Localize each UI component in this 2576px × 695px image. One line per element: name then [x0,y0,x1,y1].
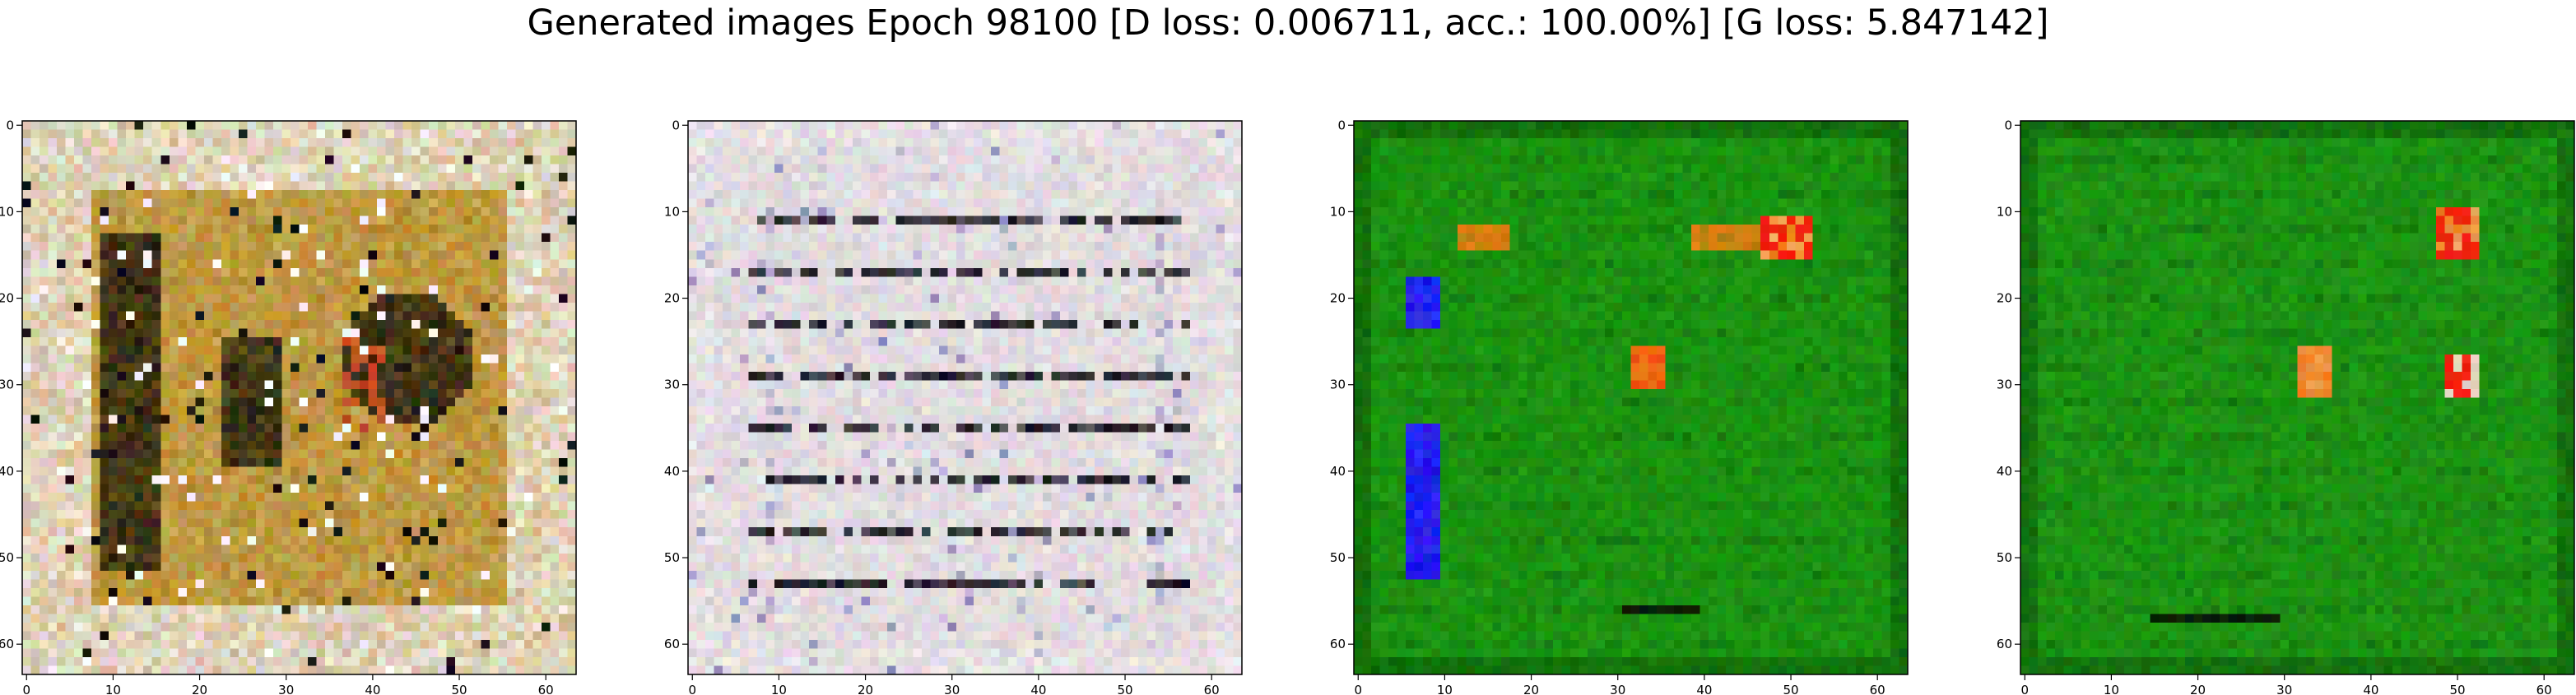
x-tick-label: 50 [1117,683,1132,695]
y-tick-label: 0 [672,118,680,132]
y-tick-label: 10 [0,204,14,219]
y-tick-label: 30 [0,378,14,392]
x-tick-label: 50 [2449,683,2465,695]
y-tick-label: 40 [0,464,14,479]
y-tick-label: 40 [664,464,680,479]
x-tick-label: 40 [365,683,380,695]
y-tick-label: 50 [1330,550,1346,565]
y-tick-label: 30 [1330,378,1346,392]
x-tick-label: 20 [1523,683,1539,695]
x-tick-label: 30 [1610,683,1625,695]
y-tick-label: 50 [1997,550,2012,565]
y-tick-label: 0 [2004,118,2012,132]
image-panel-4: 0 10 20 30 40 50 60 0 10 20 30 40 50 60 [1997,118,2575,695]
image-panel-3: 0 10 20 30 40 50 60 0 10 20 30 40 50 60 [1330,118,1909,695]
y-tick-label: 60 [664,637,680,651]
generated-image-4 [2020,121,2575,675]
x-tick-label: 20 [2190,683,2206,695]
x-tick-label: 0 [22,683,30,695]
y-tick-label: 50 [0,550,14,565]
y-tick-label: 20 [1997,291,2012,306]
x-tick-label: 10 [2104,683,2119,695]
y-tick-label: 50 [664,550,680,565]
x-tick-label: 40 [2363,683,2378,695]
x-tick-label: 60 [538,683,554,695]
y-tick-label: 60 [1997,637,2012,651]
x-tick-label: 20 [858,683,873,695]
y-tick-label: 0 [1337,118,1346,132]
y-tick-label: 10 [664,204,680,219]
y-tick-label: 10 [1330,204,1346,219]
x-tick-label: 60 [2536,683,2552,695]
y-tick-label: 30 [1997,378,2012,392]
x-tick-label: 60 [1870,683,1886,695]
y-tick-label: 20 [664,291,680,306]
generated-image-2 [688,121,1243,675]
y-tick-label: 40 [1330,464,1346,479]
x-tick-label: 40 [1696,683,1712,695]
x-tick-label: 30 [278,683,294,695]
x-tick-label: 50 [451,683,467,695]
y-tick-label: 40 [1997,464,2012,479]
x-tick-label: 0 [1354,683,1362,695]
x-tick-label: 50 [1783,683,1798,695]
x-tick-label: 10 [771,683,787,695]
y-tick-label: 0 [6,118,14,132]
x-tick-label: 10 [1437,683,1453,695]
generated-image-1 [22,121,577,675]
y-tick-label: 10 [1997,204,2012,219]
y-tick-label: 60 [0,637,14,651]
y-tick-label: 20 [0,291,14,306]
x-tick-label: 30 [944,683,960,695]
x-tick-label: 10 [105,683,121,695]
x-tick-label: 30 [2276,683,2292,695]
generated-image-3 [1354,121,1909,675]
y-tick-label: 60 [1330,637,1346,651]
y-tick-label: 30 [664,378,680,392]
x-tick-label: 60 [1204,683,1220,695]
image-panel-1: 0 10 20 30 40 50 60 0 10 20 30 40 50 60 [0,118,577,695]
y-tick-label: 20 [1330,291,1346,306]
x-tick-label: 20 [192,683,207,695]
image-panel-2: 0 10 20 30 40 50 60 0 10 20 30 40 50 60 [664,118,1243,695]
x-tick-label: 40 [1030,683,1046,695]
x-tick-label: 0 [688,683,696,695]
x-tick-label: 0 [2020,683,2029,695]
